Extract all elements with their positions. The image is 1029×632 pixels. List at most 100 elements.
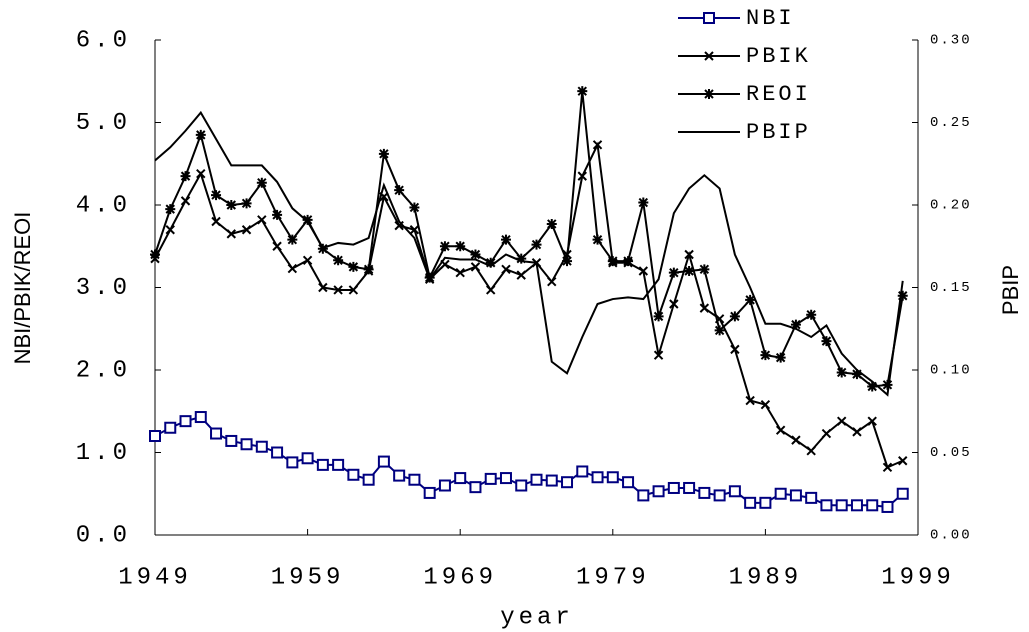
marker: [348, 285, 359, 295]
marker: [332, 458, 345, 471]
marker: [622, 476, 635, 489]
marker: [499, 472, 512, 485]
y-tick-label: 4.0: [76, 192, 131, 219]
marker: [684, 266, 695, 276]
marker: [820, 499, 833, 512]
x-tick-label: 1969: [423, 564, 497, 591]
marker: [545, 474, 558, 487]
marker: [698, 486, 711, 499]
marker: [226, 229, 237, 239]
marker: [713, 489, 726, 502]
marker: [850, 499, 863, 512]
legend-label: REOI: [746, 82, 811, 107]
legend-label: PBIP: [746, 120, 811, 145]
marker: [790, 319, 801, 330]
marker: [851, 369, 862, 380]
marker: [348, 261, 359, 272]
marker: [729, 311, 740, 322]
marker: [881, 500, 894, 513]
marker: [577, 171, 587, 181]
marker: [623, 256, 634, 267]
marker: [684, 249, 694, 260]
marker: [486, 285, 496, 295]
x-tick-label: 1979: [576, 564, 650, 591]
marker: [562, 256, 573, 267]
marker: [774, 487, 787, 500]
marker: [791, 435, 801, 445]
y2-tick-label: 0.00: [930, 528, 972, 544]
legend-label: PBIK: [746, 44, 811, 69]
y-tick-label: 2.0: [76, 357, 131, 384]
marker: [728, 485, 741, 498]
marker: [561, 476, 574, 489]
marker: [882, 462, 893, 473]
marker: [194, 411, 207, 424]
marker: [515, 479, 528, 492]
y-axis-title: NBI/PBIK/REOI: [10, 212, 35, 365]
x-tick-label: 1949: [118, 564, 192, 591]
marker: [821, 336, 832, 347]
marker: [347, 468, 360, 481]
marker: [836, 416, 847, 426]
marker: [669, 299, 679, 309]
marker: [897, 290, 908, 301]
marker: [775, 425, 786, 435]
marker: [272, 209, 283, 220]
marker: [423, 486, 436, 499]
marker: [546, 218, 557, 229]
marker: [683, 481, 696, 494]
y2-tick-label: 0.15: [930, 280, 972, 296]
marker: [699, 303, 710, 313]
marker: [530, 473, 543, 486]
marker: [255, 440, 268, 453]
marker: [653, 350, 664, 360]
marker: [272, 241, 282, 251]
y2-tick-label: 0.25: [930, 115, 972, 131]
marker: [241, 225, 252, 235]
marker: [592, 140, 603, 150]
x-tick-label: 1999: [881, 564, 955, 591]
marker: [165, 204, 176, 215]
marker: [333, 285, 343, 295]
marker: [470, 262, 481, 272]
marker: [271, 446, 284, 459]
marker: [882, 379, 893, 390]
marker: [256, 177, 267, 188]
marker: [821, 428, 832, 439]
marker: [745, 395, 755, 406]
marker: [592, 234, 603, 245]
legend-marker: [703, 12, 715, 24]
marker: [501, 264, 511, 275]
x-tick-label: 1959: [271, 564, 345, 591]
legend-marker: [704, 89, 714, 99]
marker: [531, 239, 542, 250]
marker: [606, 471, 619, 484]
legend-label: NBI: [746, 6, 795, 31]
marker: [301, 452, 314, 465]
marker: [196, 168, 206, 179]
marker: [470, 249, 481, 260]
marker: [484, 472, 497, 485]
marker: [898, 456, 908, 466]
marker: [316, 458, 329, 471]
marker: [180, 196, 191, 206]
marker: [668, 267, 679, 278]
marker: [408, 473, 421, 486]
series-line: [154, 110, 904, 397]
marker: [866, 499, 879, 512]
marker: [257, 215, 267, 225]
marker: [745, 294, 756, 305]
marker: [607, 256, 618, 267]
marker: [377, 455, 390, 468]
marker: [454, 472, 467, 485]
marker: [805, 491, 818, 504]
marker: [438, 479, 451, 492]
marker: [852, 427, 862, 437]
marker: [241, 198, 252, 209]
y-tick-label: 0.0: [76, 522, 131, 549]
marker: [149, 430, 161, 442]
x-tick-label: 1989: [729, 564, 803, 591]
marker: [286, 456, 299, 469]
marker: [287, 263, 298, 274]
y2-axis-title: PBIP: [998, 265, 1023, 315]
